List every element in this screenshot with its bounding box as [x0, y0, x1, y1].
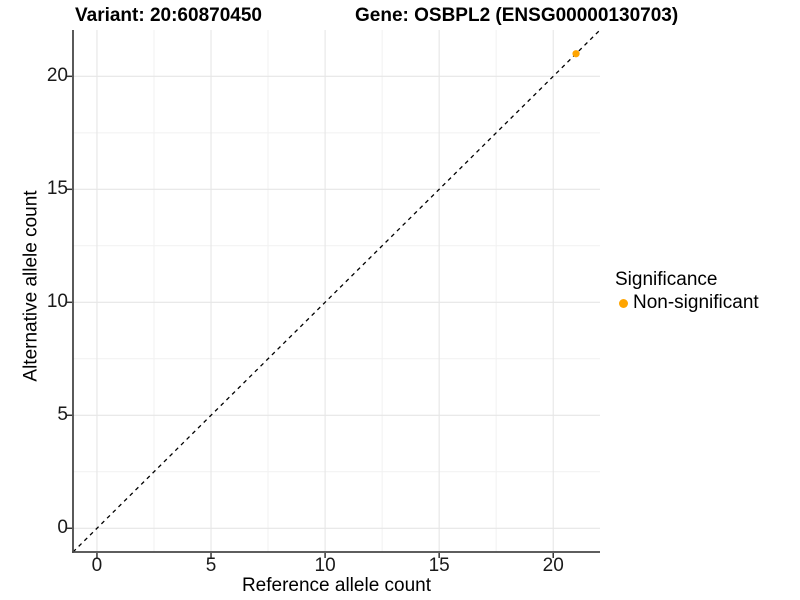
y-tick-label: 15: [46, 178, 68, 200]
plot-title-gene: Gene: OSBPL2 (ENSG00000130703): [355, 5, 679, 26]
plot-title-variant: Variant: 20:60870450: [75, 5, 262, 26]
legend: Significance Non-significant: [615, 269, 759, 313]
data-point: [572, 50, 580, 58]
y-axis-title: Alternative allele count: [20, 190, 42, 382]
y-tick-label: 5: [57, 404, 68, 426]
x-tick-label: 0: [91, 555, 103, 576]
legend-items: Non-significant: [615, 293, 759, 313]
x-tick-label: 10: [314, 555, 336, 576]
legend-item: Non-significant: [615, 293, 759, 313]
x-tick-label: 20: [542, 555, 564, 576]
legend-item-label: Non-significant: [633, 292, 759, 313]
legend-title: Significance: [615, 269, 718, 290]
identity-reference-line: [72, 29, 601, 553]
y-tick-label: 10: [46, 291, 68, 313]
x-tick-label: 15: [428, 555, 450, 576]
legend-point-icon: [619, 298, 628, 308]
x-axis-title: Reference allele count: [241, 575, 432, 596]
x-tick-label: 5: [205, 555, 217, 576]
y-tick-label: 0: [57, 517, 68, 539]
y-tick-label: 20: [46, 65, 68, 87]
